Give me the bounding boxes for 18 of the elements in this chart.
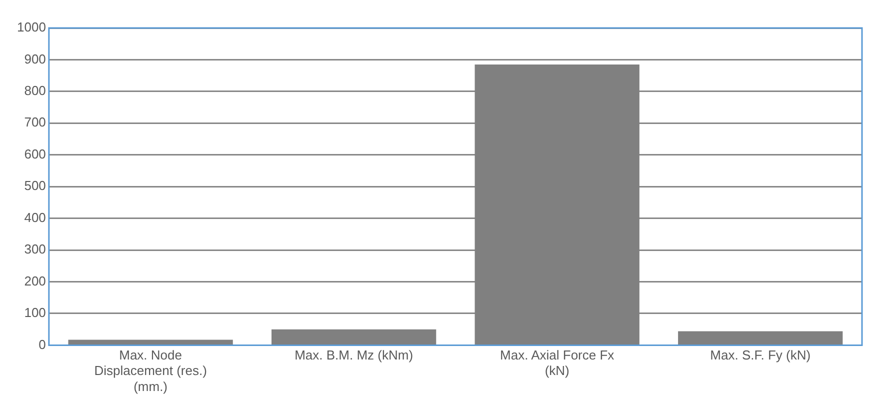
y-tick-label: 200 (24, 273, 46, 288)
x-tick-label: Max. Node Displacement (res.) (mm.) (94, 348, 207, 394)
y-tick-label: 900 (24, 51, 46, 66)
bar (678, 331, 843, 344)
y-tick-label: 700 (24, 114, 46, 130)
y-tick-label: 1000 (17, 20, 46, 35)
y-tick-label: 100 (24, 305, 46, 320)
y-tick-label: 400 (24, 210, 46, 225)
y-tick-label: 0 (38, 336, 46, 352)
y-tick-label: 300 (24, 242, 46, 257)
y-tick-label: 800 (24, 83, 46, 98)
x-tick-label: Max. S.F. Fy (kN) (710, 348, 811, 363)
x-tick-label: Max. B.M. Mz (kNm) (294, 348, 414, 363)
y-tick-label: 500 (24, 178, 46, 194)
x-tick-label: Max. Axial Force Fx (kN) (500, 348, 615, 378)
bar (68, 340, 233, 344)
bar (272, 329, 436, 344)
y-tick-label: 600 (24, 146, 46, 162)
